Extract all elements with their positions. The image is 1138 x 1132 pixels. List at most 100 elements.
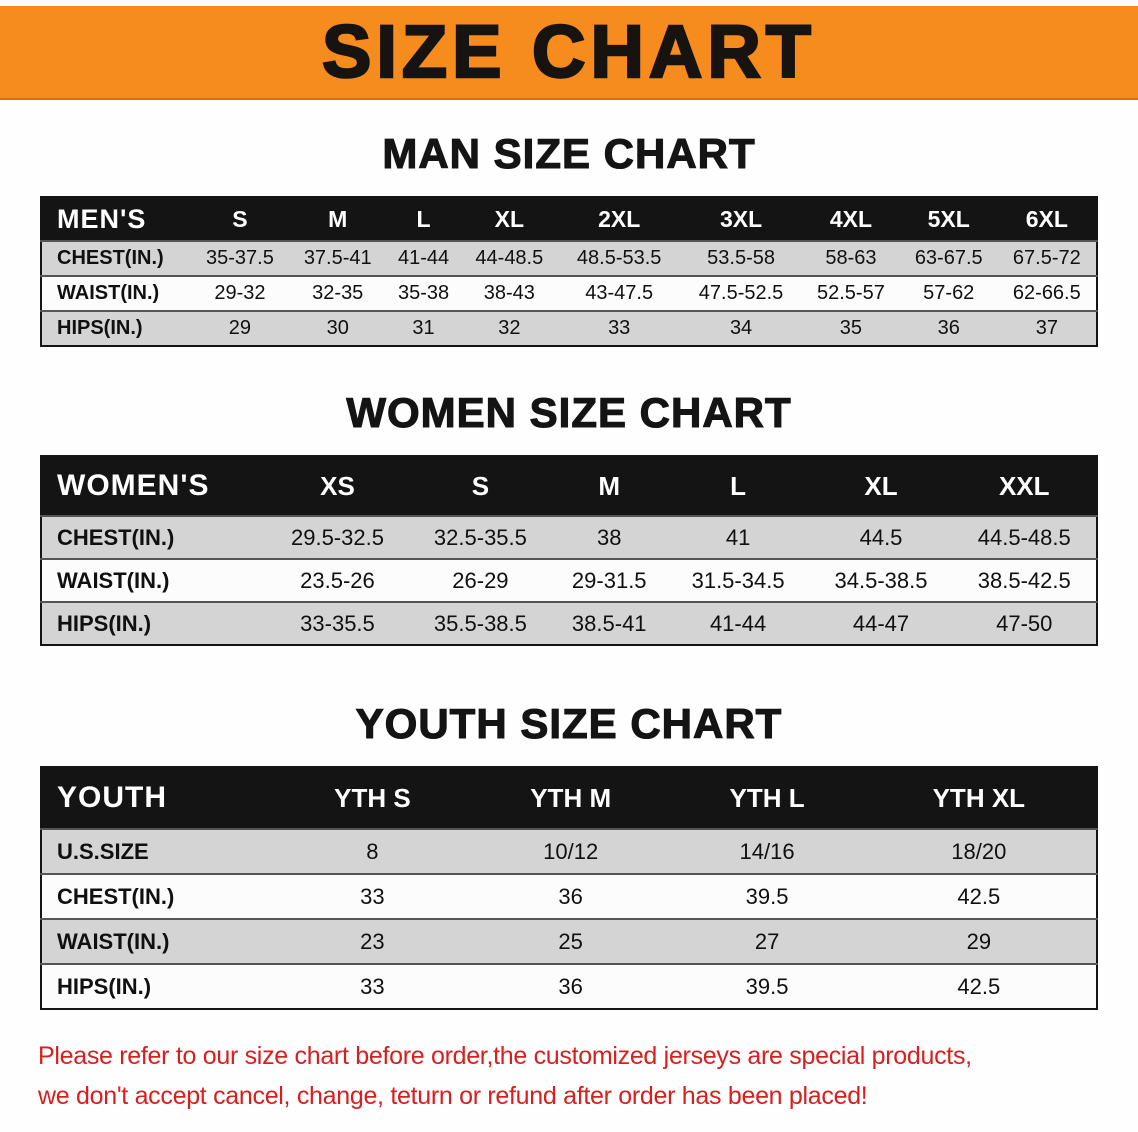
table-cell: 32-35 (312, 282, 364, 304)
page-title: SIZE CHART (321, 10, 816, 93)
column-header: XXL (998, 470, 1050, 501)
table-cell: 27 (754, 928, 780, 954)
table-cell: 41-44 (709, 610, 767, 636)
table-cell: 38.5-42.5 (977, 567, 1071, 593)
table-cell: 35-37.5 (205, 247, 274, 269)
table-cell: 29-32 (214, 282, 266, 304)
man-size-chart-section: MAN SIZE CHART MEN'S S M L XL 2XL 3XL 4XL 5XL 6XL… (0, 129, 1138, 347)
table-cell: 43-47.5 (585, 282, 654, 304)
header-row: WOMEN'S XS S M L XL XXL (41, 456, 1097, 516)
row-label: CHEST(IN.) (57, 247, 164, 269)
women-size-chart-heading: WOMEN SIZE CHART (346, 388, 792, 436)
table-cell: 26-29 (452, 567, 509, 593)
table-cell: 39.5 (745, 973, 789, 999)
row-label: U.S.SIZE (57, 838, 149, 864)
table-row: CHEST(IN.) 33 36 39.5 42.5 (41, 874, 1097, 919)
women-size-table: WOMEN'S XS S M L XL XXL CHEST(IN.) 29.5-32.5 32.5… (40, 455, 1098, 646)
table-row: U.S.SIZE 8 10/12 14/16 18/20 (41, 829, 1097, 874)
column-header: M (328, 205, 348, 232)
table-cell: 35 (839, 317, 863, 339)
table-cell: 33 (360, 973, 385, 999)
women-size-chart-section: WOMEN SIZE CHART WOMEN'S XS S M L XL XXL CHEST(… (0, 388, 1138, 646)
table-cell: 62-66.5 (1012, 282, 1081, 304)
banner: SIZE CHART (0, 6, 1138, 100)
column-header: YTH S (334, 782, 411, 813)
column-header: XS (320, 470, 355, 501)
column-header: XL (494, 205, 525, 232)
table-cell: 29 (228, 317, 252, 339)
table-cell: 35-38 (397, 282, 450, 304)
row-label: WAIST(IN.) (57, 282, 160, 304)
table-title-cell: MEN'S (57, 203, 147, 234)
table-cell: 52.5-57 (816, 282, 885, 304)
table-cell: 25 (558, 928, 583, 954)
header-row: MEN'S S M L XL 2XL 3XL 4XL 5XL 6XL (41, 197, 1097, 241)
column-header: L (730, 470, 747, 501)
row-label: WAIST(IN.) (57, 928, 170, 954)
table-cell: 38 (597, 524, 622, 550)
table-cell: 14/16 (739, 838, 795, 864)
table-cell: 35.5-38.5 (433, 610, 527, 636)
footer-notice: Please refer to our size chart before or… (38, 1036, 1138, 1116)
column-header: YTH XL (932, 782, 1026, 813)
column-header: M (598, 470, 621, 501)
table-cell: 33 (360, 883, 385, 909)
table-cell: 47.5-52.5 (698, 282, 784, 304)
table-cell: 32.5-35.5 (433, 524, 527, 550)
table-title-cell: YOUTH (57, 781, 167, 814)
table-row: WAIST(IN.) 29-32 32-35 35-38 38-43 43-47.5 47.… (41, 276, 1097, 311)
notice-line-1: Please refer to our size chart before or… (38, 1042, 972, 1070)
column-header: XL (864, 470, 898, 501)
table-cell: 29 (966, 928, 992, 954)
table-row: WAIST(IN.) 23.5-26 26-29 29-31.5 31.5-34.5 34… (41, 559, 1097, 602)
table-cell: 41 (725, 524, 751, 550)
table-cell: 29.5-32.5 (290, 524, 384, 550)
table-cell: 31.5-34.5 (691, 567, 785, 593)
table-cell: 30 (326, 317, 349, 339)
row-label: HIPS(IN.) (57, 973, 152, 999)
table-cell: 36 (558, 883, 583, 909)
table-cell: 31 (412, 317, 435, 339)
header-row: YOUTH YTH S YTH M YTH L YTH XL (41, 767, 1097, 829)
row-label: HIPS(IN.) (57, 317, 143, 339)
table-cell: 37.5-41 (303, 247, 372, 269)
column-header: 6XL (1025, 205, 1068, 232)
table-row: WAIST(IN.) 23 25 27 29 (41, 919, 1097, 964)
man-size-chart-heading: MAN SIZE CHART (382, 129, 756, 177)
column-header: 2XL (598, 205, 641, 232)
column-header: YTH L (729, 782, 805, 813)
table-cell: 44.5-48.5 (977, 524, 1071, 550)
table-cell: 57-62 (923, 282, 975, 304)
table-cell: 47-50 (996, 610, 1053, 636)
table-cell: 42.5 (957, 883, 1001, 909)
table-cell: 67.5-72 (1012, 247, 1081, 269)
notice-line-2: we don't accept cancel, change, teturn o… (38, 1082, 868, 1110)
column-header: 3XL (719, 205, 763, 232)
table-row: HIPS(IN.) 33-35.5 35.5-38.5 38.5-41 41-44 44-… (41, 602, 1097, 645)
column-header: YTH M (530, 782, 612, 813)
table-cell: 23.5-26 (300, 567, 375, 593)
table-cell: 37 (1035, 317, 1058, 339)
table-cell: 41-44 (397, 247, 450, 269)
table-title-cell: WOMEN'S (57, 469, 210, 502)
table-row: HIPS(IN.) 33 36 39.5 42.5 (41, 964, 1097, 1009)
row-label: CHEST(IN.) (57, 524, 175, 550)
table-row: CHEST(IN.) 35-37.5 37.5-41 41-44 44-48.5 48.5… (41, 241, 1097, 276)
table-cell: 33 (608, 317, 631, 339)
table-cell: 36 (558, 973, 583, 999)
table-cell: 10/12 (543, 838, 599, 864)
table-cell: 18/20 (951, 838, 1007, 864)
table-cell: 58-63 (825, 247, 877, 269)
table-cell: 34 (729, 317, 753, 339)
table-cell: 23 (360, 928, 385, 954)
table-cell: 44.5 (859, 524, 903, 550)
row-label: CHEST(IN.) (57, 883, 175, 909)
table-cell: 53.5-58 (707, 247, 775, 269)
table-cell: 29-31.5 (571, 567, 647, 593)
column-header: 4XL (829, 205, 872, 232)
table-cell: 39.5 (745, 883, 789, 909)
table-cell: 63-67.5 (914, 247, 983, 269)
table-cell: 42.5 (957, 973, 1001, 999)
youth-size-chart-section: YOUTH SIZE CHART YOUTH YTH S YTH M YTH L YTH… (0, 699, 1138, 1010)
table-cell: 36 (937, 317, 960, 339)
